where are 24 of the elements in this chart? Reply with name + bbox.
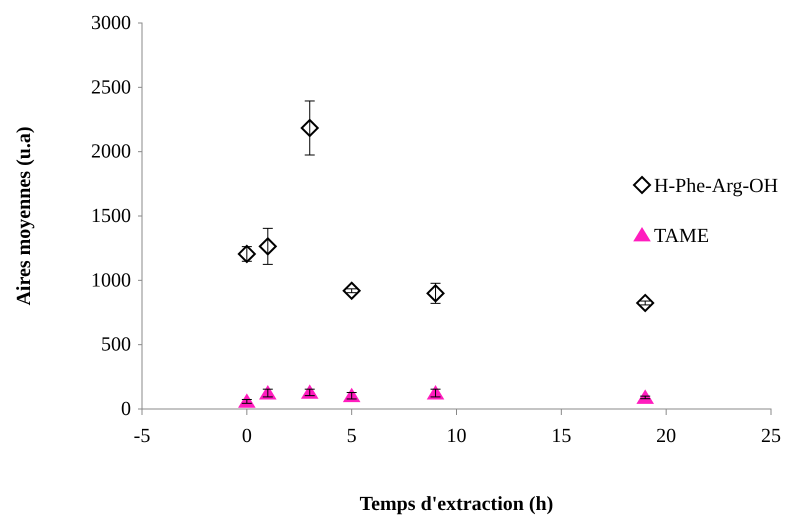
- y-tick-label: 2000: [91, 140, 131, 163]
- y-tick-label: 3000: [91, 12, 131, 34]
- x-axis-title: Temps d'extraction (h): [360, 493, 554, 515]
- x-tick-label: 25: [761, 425, 781, 447]
- point: [238, 244, 256, 263]
- y-tick-label: 0: [121, 398, 131, 420]
- x-tick-label: 15: [551, 425, 572, 447]
- x-tick-label: 20: [656, 425, 676, 447]
- x-tick-label: 0: [242, 425, 252, 447]
- x-tick-label: 5: [346, 425, 357, 447]
- point: [342, 282, 361, 300]
- y-tick-label: 500: [101, 334, 131, 356]
- legend-label: H-Phe-Arg-OH: [654, 175, 778, 197]
- point: [426, 284, 445, 302]
- y-tick-label: 1500: [91, 205, 131, 227]
- x-tick-label: 10: [446, 425, 466, 447]
- point: [258, 237, 277, 256]
- point: [300, 118, 319, 137]
- y-tick-label: 2500: [91, 76, 131, 98]
- y-tick-label: 1000: [91, 269, 131, 292]
- point: [636, 294, 654, 312]
- y-axis-title: Aires moyennes (u.a): [13, 126, 35, 306]
- x-tick-label: -5: [134, 425, 150, 447]
- legend-label: TAME: [654, 225, 710, 247]
